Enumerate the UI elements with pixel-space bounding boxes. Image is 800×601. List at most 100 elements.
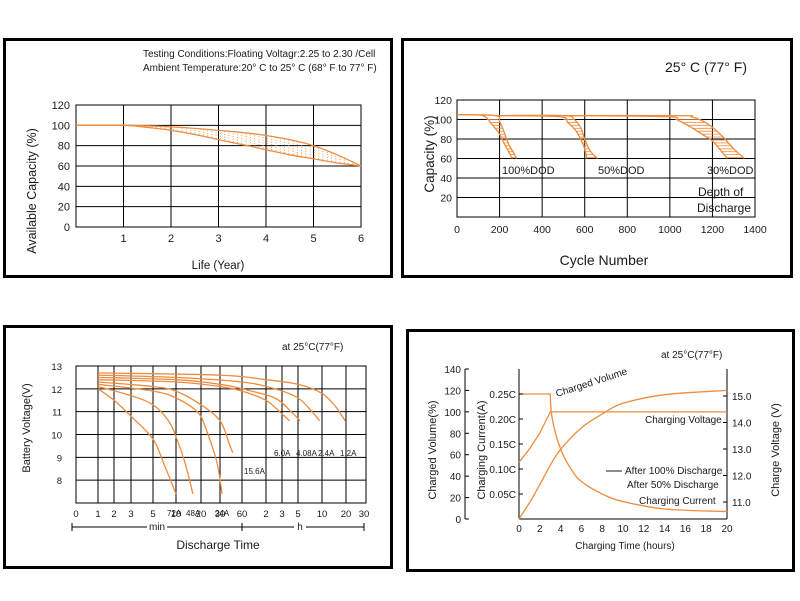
hatch-dot (279, 138, 281, 140)
discharge-curve-4-08a (97, 376, 301, 422)
hatch-dot (207, 135, 209, 137)
hatch-dot (292, 153, 294, 155)
hatch-dot (262, 137, 264, 139)
cycle-curve-5 (563, 114, 745, 159)
discharge-curve-48a (97, 385, 194, 495)
charging-voltage-annotation: Charging Voltage (645, 415, 722, 426)
x-tick-label: 2 (263, 509, 268, 520)
hatch-dot (279, 140, 281, 142)
hatch-dot (296, 149, 298, 151)
y2-tick-label: 0.25C (489, 390, 516, 401)
x-tick-label: 400 (533, 224, 551, 236)
hatch-dot (279, 151, 281, 153)
hatch-dot (322, 156, 324, 158)
hatch-dot (288, 150, 290, 152)
y-axis-label-charge-voltage: Charge Voltage (V) (770, 403, 782, 497)
hatch-dot (296, 144, 298, 146)
y-tick-label: 120 (52, 100, 70, 112)
hatch-dot (245, 141, 247, 143)
hatch-dot (236, 134, 239, 136)
y-tick-label: 12 (51, 385, 62, 396)
hatch-dot (194, 130, 196, 132)
x-tick-label: 60 (237, 509, 248, 520)
cycle-curve-2 (456, 113, 513, 159)
hatch-dot (318, 155, 320, 157)
hatch-dot (232, 133, 234, 135)
hatch-dot (309, 154, 311, 156)
x-tick-label: 800 (619, 224, 637, 236)
hatch-dot (236, 141, 239, 143)
capacity-curve-2 (75, 124, 362, 167)
y-tick-label: 20 (58, 202, 70, 214)
discharge-curve-label: 48A (186, 509, 201, 518)
hatch-dot (219, 133, 221, 135)
hatch-dot (254, 135, 256, 137)
hatch-dot (271, 139, 273, 141)
x-tick-label: 2 (537, 524, 543, 535)
x-tick-label: 10 (617, 524, 629, 535)
charging-chart: at 25°C(77°F) 0 2 4 6 8 10 12 14 16 18 20 0 20 40 60 80… (427, 350, 782, 552)
hatch-dot (266, 140, 268, 142)
hatch-dot (258, 138, 260, 140)
y-tick-label: 20 (440, 193, 452, 205)
y3-tick-label: 14.0 (732, 419, 752, 430)
x-tick-label: 0 (454, 224, 460, 236)
hatch-dot (236, 136, 239, 138)
x-axis-label: Life (Year) (192, 260, 245, 272)
x-tick-label: 200 (491, 224, 509, 236)
hatch-dot (198, 133, 200, 135)
hatch-dot (335, 158, 337, 160)
hatch-dot (211, 136, 213, 138)
discharge-curve-label: 24A (215, 509, 230, 518)
hatch-dot (309, 156, 311, 158)
hatch-dot (330, 155, 333, 157)
hatch-dot (313, 152, 315, 154)
x-tick-label: 6 (579, 524, 585, 535)
y-tick-label: 100 (434, 115, 452, 127)
y3-tick-label: 12.0 (732, 472, 752, 483)
x-tick-label: 20 (196, 509, 207, 520)
x-tick-label: 18 (701, 524, 713, 535)
hatch-dot (309, 151, 311, 153)
hatch-dot (275, 147, 277, 149)
hatch-dot (181, 127, 183, 130)
x-tick-label: 14 (659, 524, 671, 535)
charging-voltage-curve (518, 411, 727, 463)
hatch-dot (232, 140, 234, 143)
discharge-label: Discharge (697, 201, 751, 215)
hatch-dot (296, 154, 298, 156)
y-axis-label: Battery Voltage(V) (21, 383, 33, 472)
x-tick-label: 16 (680, 524, 692, 535)
hatch-dot (318, 150, 320, 152)
y-tick-label: 10 (51, 431, 62, 442)
hatch-dot (313, 149, 315, 151)
hatch-dot (288, 147, 290, 149)
hatch-dot (164, 127, 166, 129)
x-tick-label: 20 (721, 524, 733, 535)
hatch-dot (258, 136, 260, 138)
hatch-dot (301, 147, 303, 149)
discharge-curve-label: 6.0A (274, 449, 291, 458)
hatch-dot (258, 143, 260, 145)
y-tick-label: 60 (440, 154, 452, 166)
discharge-curve-72a (97, 388, 177, 495)
hatch-dot (241, 140, 243, 142)
hatch-dot (245, 143, 247, 145)
hatch-dot (309, 146, 311, 148)
hatch-dot (326, 151, 328, 153)
x-tick-label: 3 (215, 233, 221, 245)
y3-tick-label: 15.0 (732, 392, 752, 403)
chart-title: at 25°C(77°F) (661, 350, 722, 361)
y3-tick-label: 11.0 (732, 498, 751, 509)
hatch-dot (275, 142, 277, 144)
y-tick-label: 8 (57, 476, 62, 487)
hatch-dot (279, 145, 281, 148)
x-tick-label: 20 (341, 509, 352, 520)
x-tick-label: 8 (599, 524, 605, 535)
y-tick-label: 120 (434, 95, 452, 107)
hatch-dot (219, 135, 221, 137)
y-tick-label: 11 (52, 408, 62, 419)
y-tick-label: 0 (64, 222, 70, 234)
hatch-dot (160, 127, 162, 129)
y1-tick-label: 120 (444, 386, 461, 397)
